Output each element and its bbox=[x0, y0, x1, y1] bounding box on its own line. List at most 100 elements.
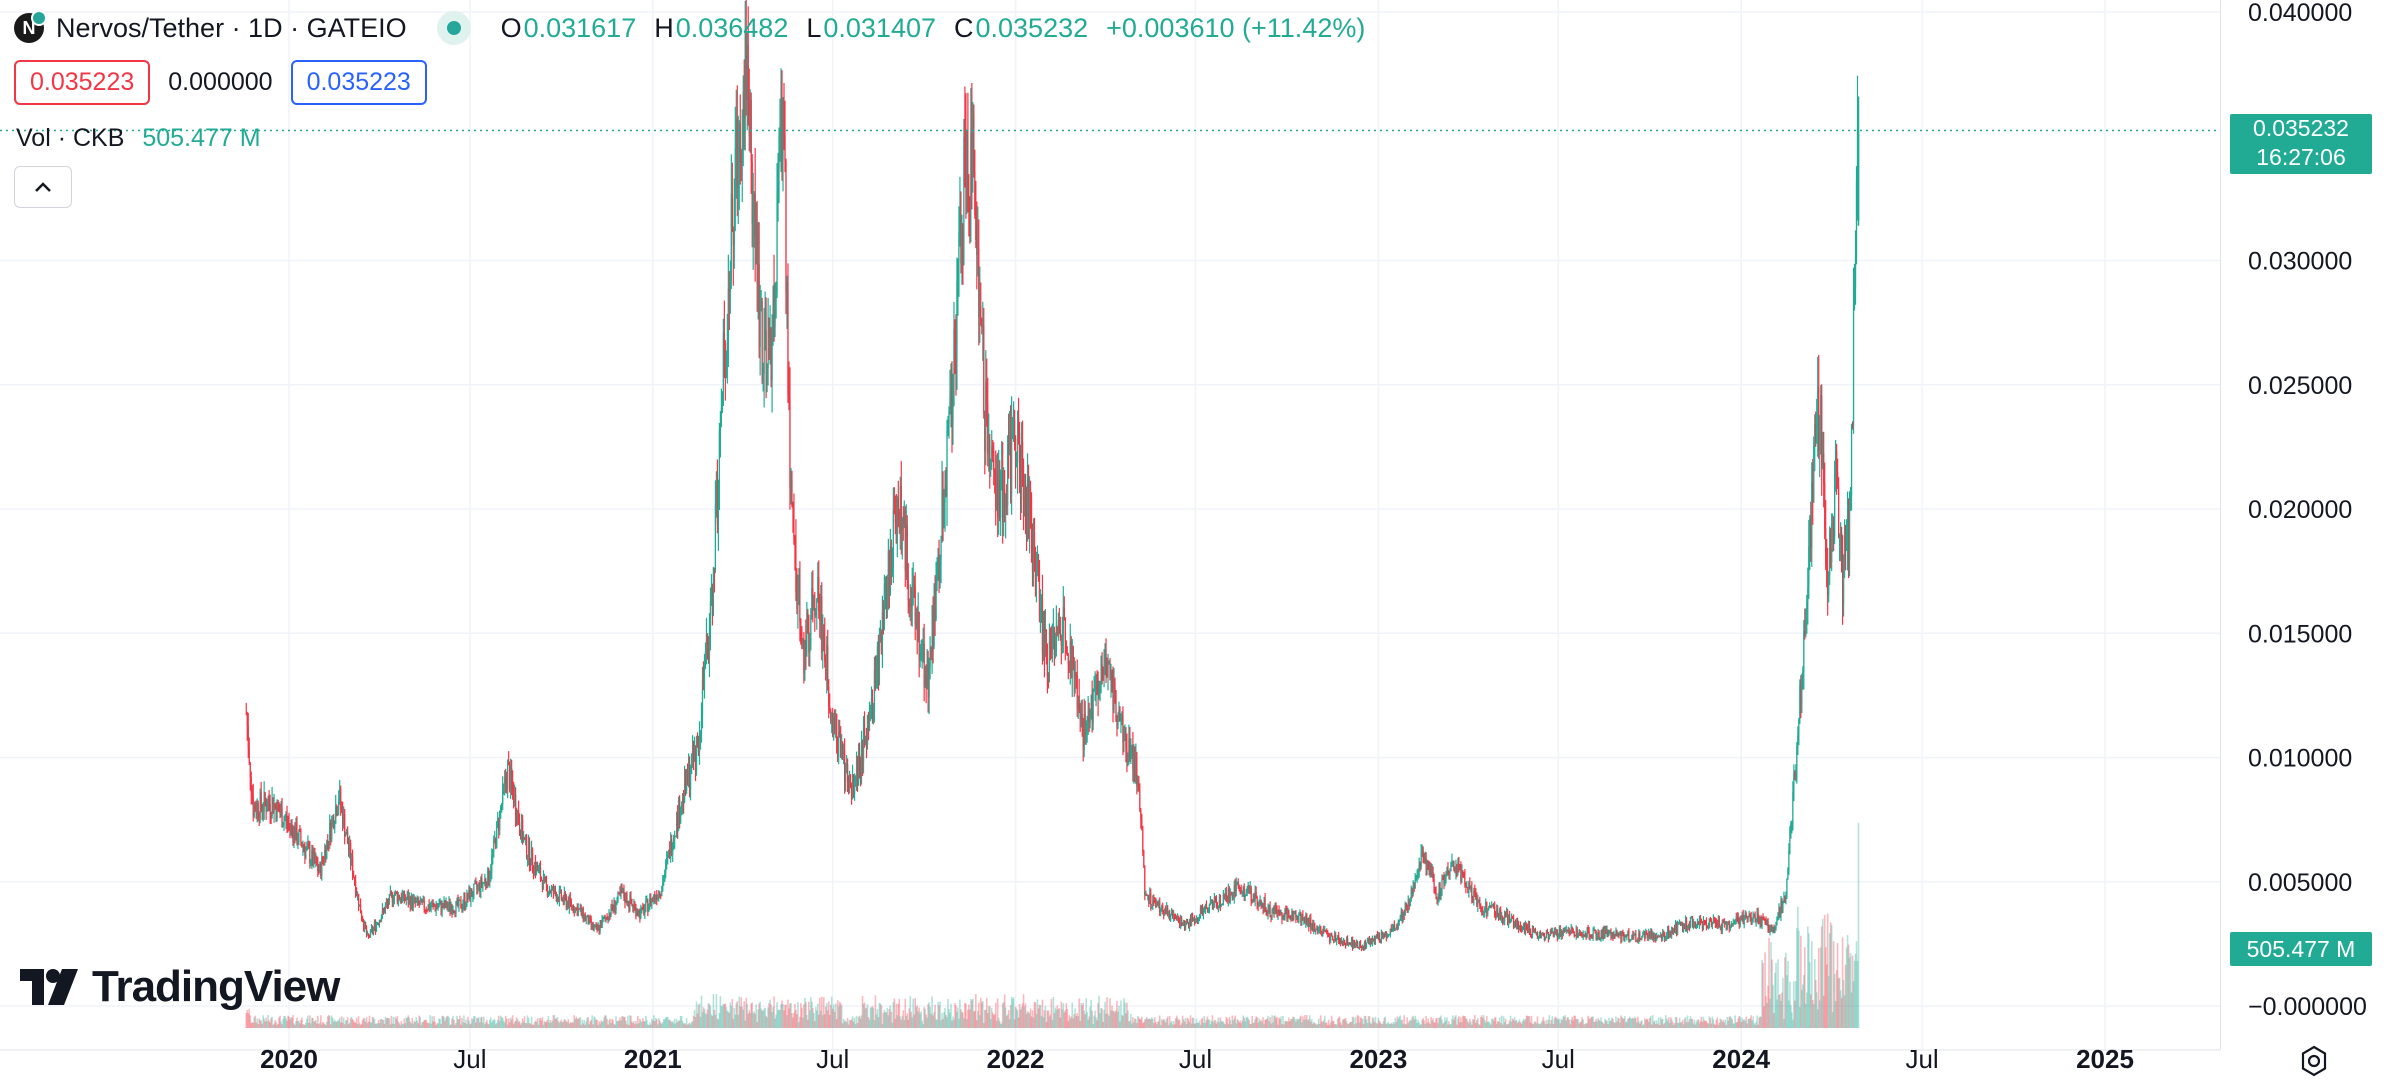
symbol-title[interactable]: Nervos/Tether · 1D · GATEIO bbox=[56, 12, 407, 43]
volume-bar bbox=[659, 1022, 662, 1028]
volume-bar bbox=[1204, 1022, 1207, 1028]
volume-bar bbox=[652, 1015, 655, 1028]
volume-bar bbox=[684, 1024, 687, 1028]
candle-body bbox=[1201, 909, 1204, 914]
candle-body bbox=[249, 762, 251, 778]
volume-bar bbox=[1641, 1020, 1643, 1028]
volume-bar bbox=[358, 1023, 361, 1028]
candle-body bbox=[1175, 916, 1177, 918]
volume-bar bbox=[1513, 1017, 1516, 1028]
volume-bar bbox=[745, 997, 748, 1028]
candle-body bbox=[903, 511, 905, 525]
volume-bar bbox=[347, 1024, 350, 1028]
candle-body bbox=[1396, 927, 1398, 929]
candle-body bbox=[771, 334, 773, 381]
volume-bar bbox=[1700, 1016, 1703, 1028]
volume-bar bbox=[1840, 997, 1843, 1028]
candle-body bbox=[421, 899, 423, 903]
volume-bar bbox=[942, 1018, 944, 1028]
candle-body bbox=[1135, 757, 1137, 781]
volume-bar bbox=[1801, 989, 1803, 1028]
candle-body bbox=[671, 839, 673, 854]
buy-button[interactable]: 0.035223 bbox=[290, 60, 427, 105]
price-axis[interactable]: 0.0400000.0300000.0250000.0200000.015000… bbox=[2248, 0, 2367, 1021]
volume-bar bbox=[1699, 1020, 1702, 1028]
volume-indicator-label[interactable]: Vol · CKB bbox=[16, 124, 125, 152]
candle-body bbox=[1810, 517, 1812, 549]
volume-bar bbox=[1118, 1005, 1120, 1028]
volume-bar bbox=[1670, 1018, 1673, 1028]
candle-body bbox=[1047, 675, 1049, 678]
candle-body bbox=[464, 897, 466, 907]
candle-body bbox=[397, 895, 399, 902]
volume-bar bbox=[1795, 980, 1797, 1028]
candle-body bbox=[749, 100, 751, 136]
candle-body bbox=[880, 631, 883, 652]
candle-body bbox=[1623, 932, 1625, 940]
candle-body bbox=[1830, 530, 1832, 563]
volume-bar bbox=[1125, 1013, 1127, 1028]
candle-body bbox=[1387, 935, 1389, 937]
candle-body bbox=[280, 808, 282, 815]
candle-body bbox=[608, 912, 610, 921]
candle-body bbox=[982, 325, 984, 328]
volume-bar bbox=[354, 1022, 357, 1028]
volume-bar bbox=[1682, 1024, 1685, 1028]
sell-button[interactable]: 0.035223 bbox=[14, 60, 151, 105]
time-axis[interactable]: 2020 Jul 2021 Jul 2022 Jul 2023 Jul 2024 Jul 2025 bbox=[260, 1044, 2134, 1074]
volume-bar bbox=[1254, 1019, 1256, 1028]
candle-body bbox=[1479, 900, 1481, 906]
candle-body bbox=[1166, 907, 1168, 914]
candle-body bbox=[1147, 894, 1149, 896]
volume-bar bbox=[599, 1023, 601, 1028]
candle-body bbox=[429, 906, 431, 910]
candle-body bbox=[618, 892, 620, 894]
volume-bar bbox=[1534, 1021, 1537, 1028]
candle-body bbox=[1093, 689, 1095, 691]
candle-body bbox=[1210, 899, 1213, 902]
volume-bar bbox=[1113, 1011, 1115, 1028]
volume-bar bbox=[1723, 1022, 1726, 1028]
volume-bar bbox=[1484, 1022, 1487, 1028]
volume-bar bbox=[1709, 1018, 1712, 1028]
volume-bar bbox=[1470, 1021, 1472, 1028]
candle-body bbox=[1311, 923, 1313, 930]
settings-gear-icon[interactable] bbox=[2297, 1044, 2331, 1078]
volume-bar bbox=[324, 1024, 327, 1028]
candle-body bbox=[695, 740, 698, 770]
time-tick-label: 2021 bbox=[624, 1044, 682, 1074]
volume-bar bbox=[772, 1007, 774, 1028]
candle-body bbox=[1718, 920, 1720, 927]
candle-body bbox=[1702, 920, 1705, 928]
volume-bar bbox=[637, 1016, 639, 1028]
candle-body bbox=[1669, 933, 1671, 936]
volume-bar bbox=[743, 1001, 746, 1028]
candle-body bbox=[250, 777, 252, 793]
collapse-legend-button[interactable] bbox=[14, 166, 72, 208]
volume-bar bbox=[651, 1020, 654, 1028]
candle-body bbox=[1205, 905, 1208, 909]
candle-body bbox=[1305, 915, 1307, 924]
volume-bar bbox=[1369, 1022, 1372, 1028]
volume-bar bbox=[1630, 1018, 1632, 1028]
candle-body bbox=[833, 716, 835, 737]
volume-bar bbox=[1474, 1015, 1476, 1028]
volume-bar bbox=[1628, 1017, 1630, 1028]
volume-bar bbox=[1325, 1022, 1328, 1028]
candle-body bbox=[721, 393, 723, 409]
volume-bar bbox=[750, 1003, 753, 1028]
volume-bar bbox=[1749, 1018, 1751, 1028]
volume-bar bbox=[294, 1024, 296, 1028]
candle-body bbox=[260, 792, 262, 807]
volume-bar bbox=[653, 1020, 656, 1028]
volume-bar bbox=[1390, 1023, 1393, 1028]
candle-body bbox=[1820, 395, 1822, 424]
market-status-icon[interactable] bbox=[436, 11, 471, 45]
tradingview-logo[interactable]: TradingView bbox=[20, 962, 340, 1012]
candle-body bbox=[640, 909, 642, 919]
candle-body bbox=[851, 776, 854, 796]
volume-bar bbox=[1458, 1016, 1460, 1028]
volume-bar bbox=[1489, 1024, 1492, 1028]
candle-body bbox=[1443, 879, 1445, 885]
